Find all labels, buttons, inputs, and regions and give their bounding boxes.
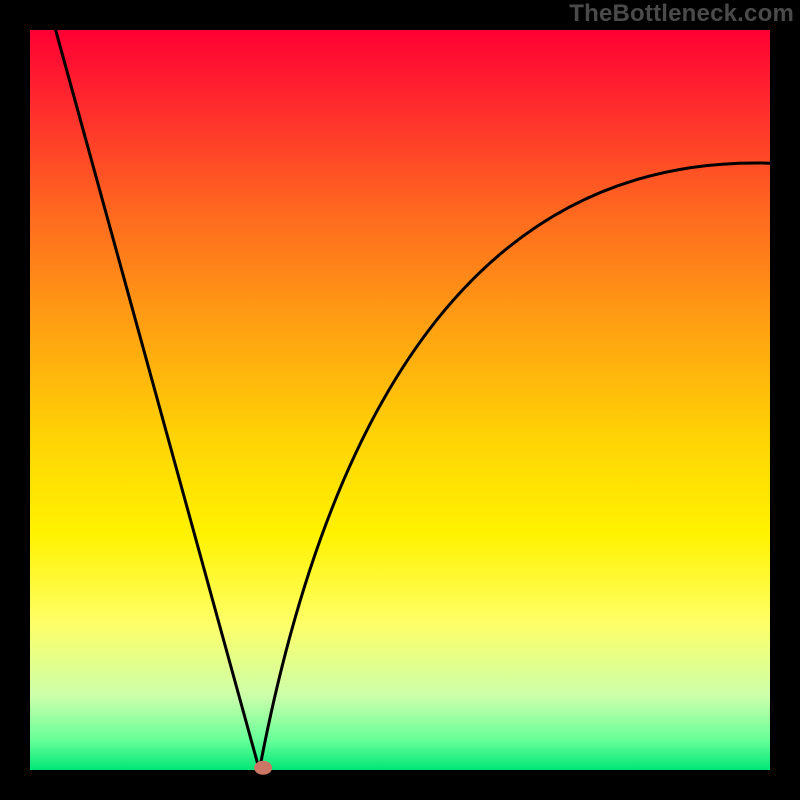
plot-gradient-background [30, 30, 770, 770]
watermark-text: TheBottleneck.com [569, 0, 794, 28]
chart-svg [0, 0, 800, 800]
chart-stage: TheBottleneck.com [0, 0, 800, 800]
curve-minimum-marker [254, 761, 272, 775]
